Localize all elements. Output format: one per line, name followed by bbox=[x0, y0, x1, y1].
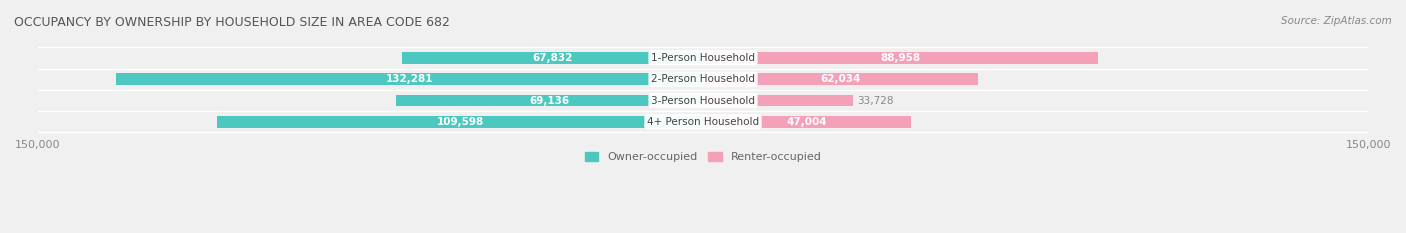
Text: 62,034: 62,034 bbox=[820, 74, 860, 84]
Text: Source: ZipAtlas.com: Source: ZipAtlas.com bbox=[1281, 16, 1392, 26]
Bar bbox=[217, 116, 703, 128]
Text: 67,832: 67,832 bbox=[533, 53, 572, 63]
Text: 69,136: 69,136 bbox=[530, 96, 569, 106]
Text: 2-Person Household: 2-Person Household bbox=[651, 74, 755, 84]
Legend: Owner-occupied, Renter-occupied: Owner-occupied, Renter-occupied bbox=[581, 147, 825, 167]
Text: 132,281: 132,281 bbox=[385, 74, 433, 84]
Text: 1-Person Household: 1-Person Household bbox=[651, 53, 755, 63]
Bar bbox=[117, 73, 703, 85]
Text: 33,728: 33,728 bbox=[858, 96, 894, 106]
Text: OCCUPANCY BY OWNERSHIP BY HOUSEHOLD SIZE IN AREA CODE 682: OCCUPANCY BY OWNERSHIP BY HOUSEHOLD SIZE… bbox=[14, 16, 450, 29]
Text: 4+ Person Household: 4+ Person Household bbox=[647, 117, 759, 127]
Bar bbox=[703, 52, 1098, 64]
Text: 3-Person Household: 3-Person Household bbox=[651, 96, 755, 106]
Text: 88,958: 88,958 bbox=[880, 53, 921, 63]
Bar bbox=[703, 116, 911, 128]
Text: 47,004: 47,004 bbox=[787, 117, 828, 127]
Bar bbox=[396, 95, 703, 106]
Bar bbox=[703, 73, 979, 85]
Text: 109,598: 109,598 bbox=[436, 117, 484, 127]
Bar bbox=[402, 52, 703, 64]
Bar bbox=[703, 95, 852, 106]
